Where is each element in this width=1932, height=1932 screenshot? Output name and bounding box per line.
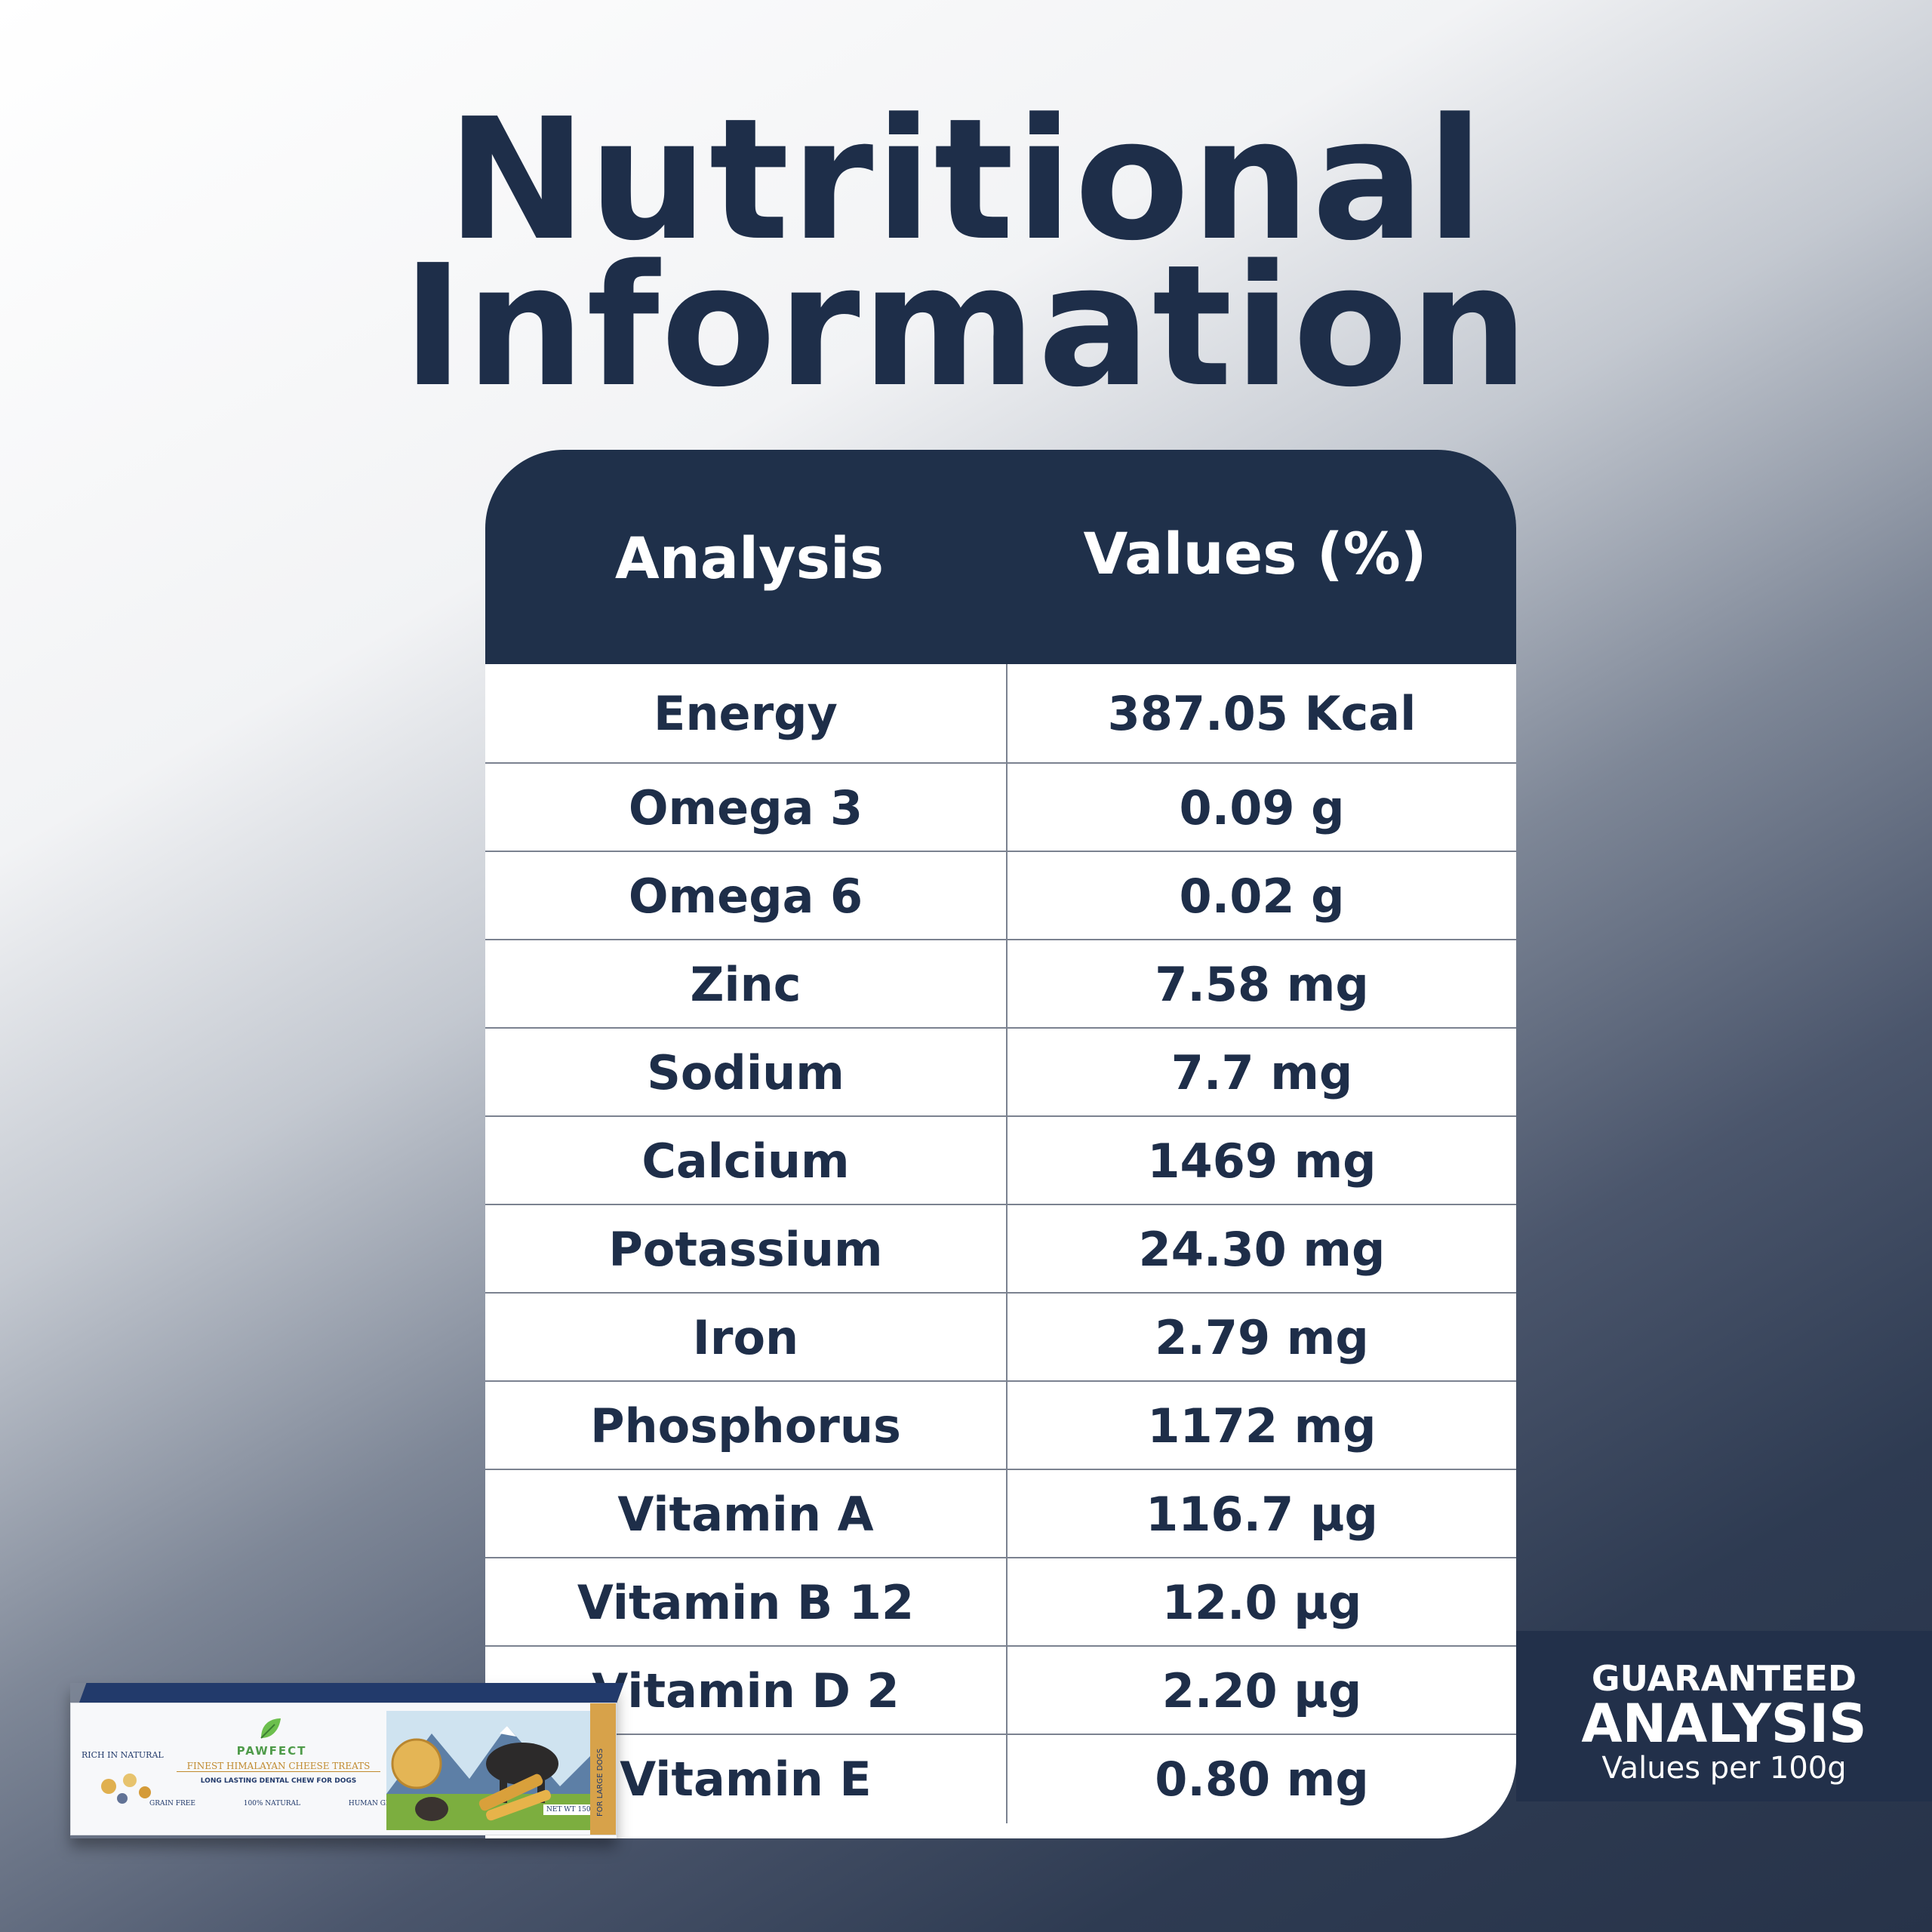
row-name: Calcium <box>485 1117 1008 1205</box>
nutrition-table: Analysis Values (%) Energy 387.05 Kcal O… <box>485 450 1516 1838</box>
product-box-top <box>79 1683 624 1703</box>
badge-line3: Values per 100g <box>1601 1751 1847 1786</box>
row-value: 2.79 mg <box>1155 1310 1369 1365</box>
row-value: 7.58 mg <box>1155 957 1369 1012</box>
table-header: Analysis Values (%) <box>485 450 1516 664</box>
table-row: Sodium 7.7 mg <box>485 1029 1516 1117</box>
product-brand: PAWFECT <box>204 1715 340 1758</box>
row-value: 1172 mg <box>1147 1398 1377 1454</box>
table-row: Calcium 1469 mg <box>485 1117 1516 1205</box>
table-row: Omega 3 0.09 g <box>485 764 1516 852</box>
row-name: Vitamin E <box>485 1735 1008 1823</box>
table-row: Phosphorus 1172 mg <box>485 1382 1516 1470</box>
feature-human-grade: HUMAN GRADE <box>348 1800 406 1807</box>
page-title-line1: Nutritional <box>446 83 1486 278</box>
row-name: Vitamin B 12 <box>485 1558 1008 1647</box>
row-name: Zinc <box>485 940 1008 1029</box>
badge-line2: ANALYSIS <box>1581 1693 1867 1755</box>
product-features: GRAIN FREE 100% NATURAL HUMAN GRADE <box>149 1800 406 1807</box>
flower-icon <box>101 1774 151 1804</box>
product-tagline: LONG LASTING DENTAL CHEW FOR DOGS <box>200 1777 357 1785</box>
badge-line1: GUARANTEED <box>1591 1658 1857 1699</box>
row-name: Vitamin A <box>485 1470 1008 1558</box>
row-name: Sodium <box>485 1029 1008 1117</box>
product-side-band: FOR LARGE DOGS <box>590 1703 616 1835</box>
product-side-label: FOR LARGE DOGS <box>596 1748 605 1817</box>
product-subtitle: FINEST HIMALAYAN CHEESE TREATS <box>177 1761 380 1772</box>
table-row: Iron 2.79 mg <box>485 1294 1516 1382</box>
product-box-front: RICH IN NATURAL PAWFECT FINEST HIMALAYAN… <box>70 1703 617 1835</box>
table-row: Vitamin A 116.7 µg <box>485 1470 1516 1558</box>
leaf-logo-icon <box>260 1718 281 1739</box>
table-row: Vitamin B 12 12.0 µg <box>485 1558 1516 1647</box>
table-row: Omega 6 0.02 g <box>485 852 1516 940</box>
row-value: 116.7 µg <box>1146 1487 1378 1542</box>
feature-natural: 100% NATURAL <box>243 1800 301 1807</box>
row-value: 24.30 mg <box>1138 1222 1386 1277</box>
row-name: Omega 3 <box>485 764 1008 852</box>
table-row: Potassium 24.30 mg <box>485 1205 1516 1294</box>
row-value: 7.7 mg <box>1171 1045 1353 1100</box>
product-rich-in: RICH IN NATURAL <box>82 1750 164 1760</box>
guaranteed-analysis-badge: GUARANTEED ANALYSIS Values per 100g <box>1516 1631 1932 1801</box>
row-value: 387.05 Kcal <box>1107 686 1417 741</box>
table-row: Vitamin D 2 2.20 µg <box>485 1647 1516 1735</box>
feature-grain-free: GRAIN FREE <box>149 1800 195 1807</box>
row-value: 0.02 g <box>1179 869 1345 924</box>
row-name: Energy <box>485 664 1008 764</box>
product-brand-name: PAWFECT <box>236 1744 307 1758</box>
row-name: Phosphorus <box>485 1382 1008 1470</box>
page-title-line2: Information <box>401 229 1531 424</box>
header-analysis: Analysis <box>614 525 884 592</box>
row-value: 2.20 µg <box>1161 1663 1362 1718</box>
row-name: Potassium <box>485 1205 1008 1294</box>
table-body: Energy 387.05 Kcal Omega 3 0.09 g Omega … <box>485 664 1516 1823</box>
row-value: 0.09 g <box>1179 780 1345 835</box>
header-values: Values (%) <box>1083 520 1427 587</box>
row-value: 12.0 µg <box>1161 1575 1362 1630</box>
row-name: Vitamin D 2 <box>485 1647 1008 1735</box>
row-value: 0.80 mg <box>1155 1752 1369 1807</box>
row-value: 1469 mg <box>1147 1134 1377 1189</box>
table-row: Zinc 7.58 mg <box>485 940 1516 1029</box>
product-box-image: RICH IN NATURAL PAWFECT FINEST HIMALAYAN… <box>70 1683 624 1838</box>
table-row: Energy 387.05 Kcal <box>485 664 1516 764</box>
product-weight: NET WT 150g <box>543 1804 598 1815</box>
table-row: Vitamin E 0.80 mg <box>485 1735 1516 1823</box>
row-name: Iron <box>485 1294 1008 1382</box>
row-name: Omega 6 <box>485 852 1008 940</box>
